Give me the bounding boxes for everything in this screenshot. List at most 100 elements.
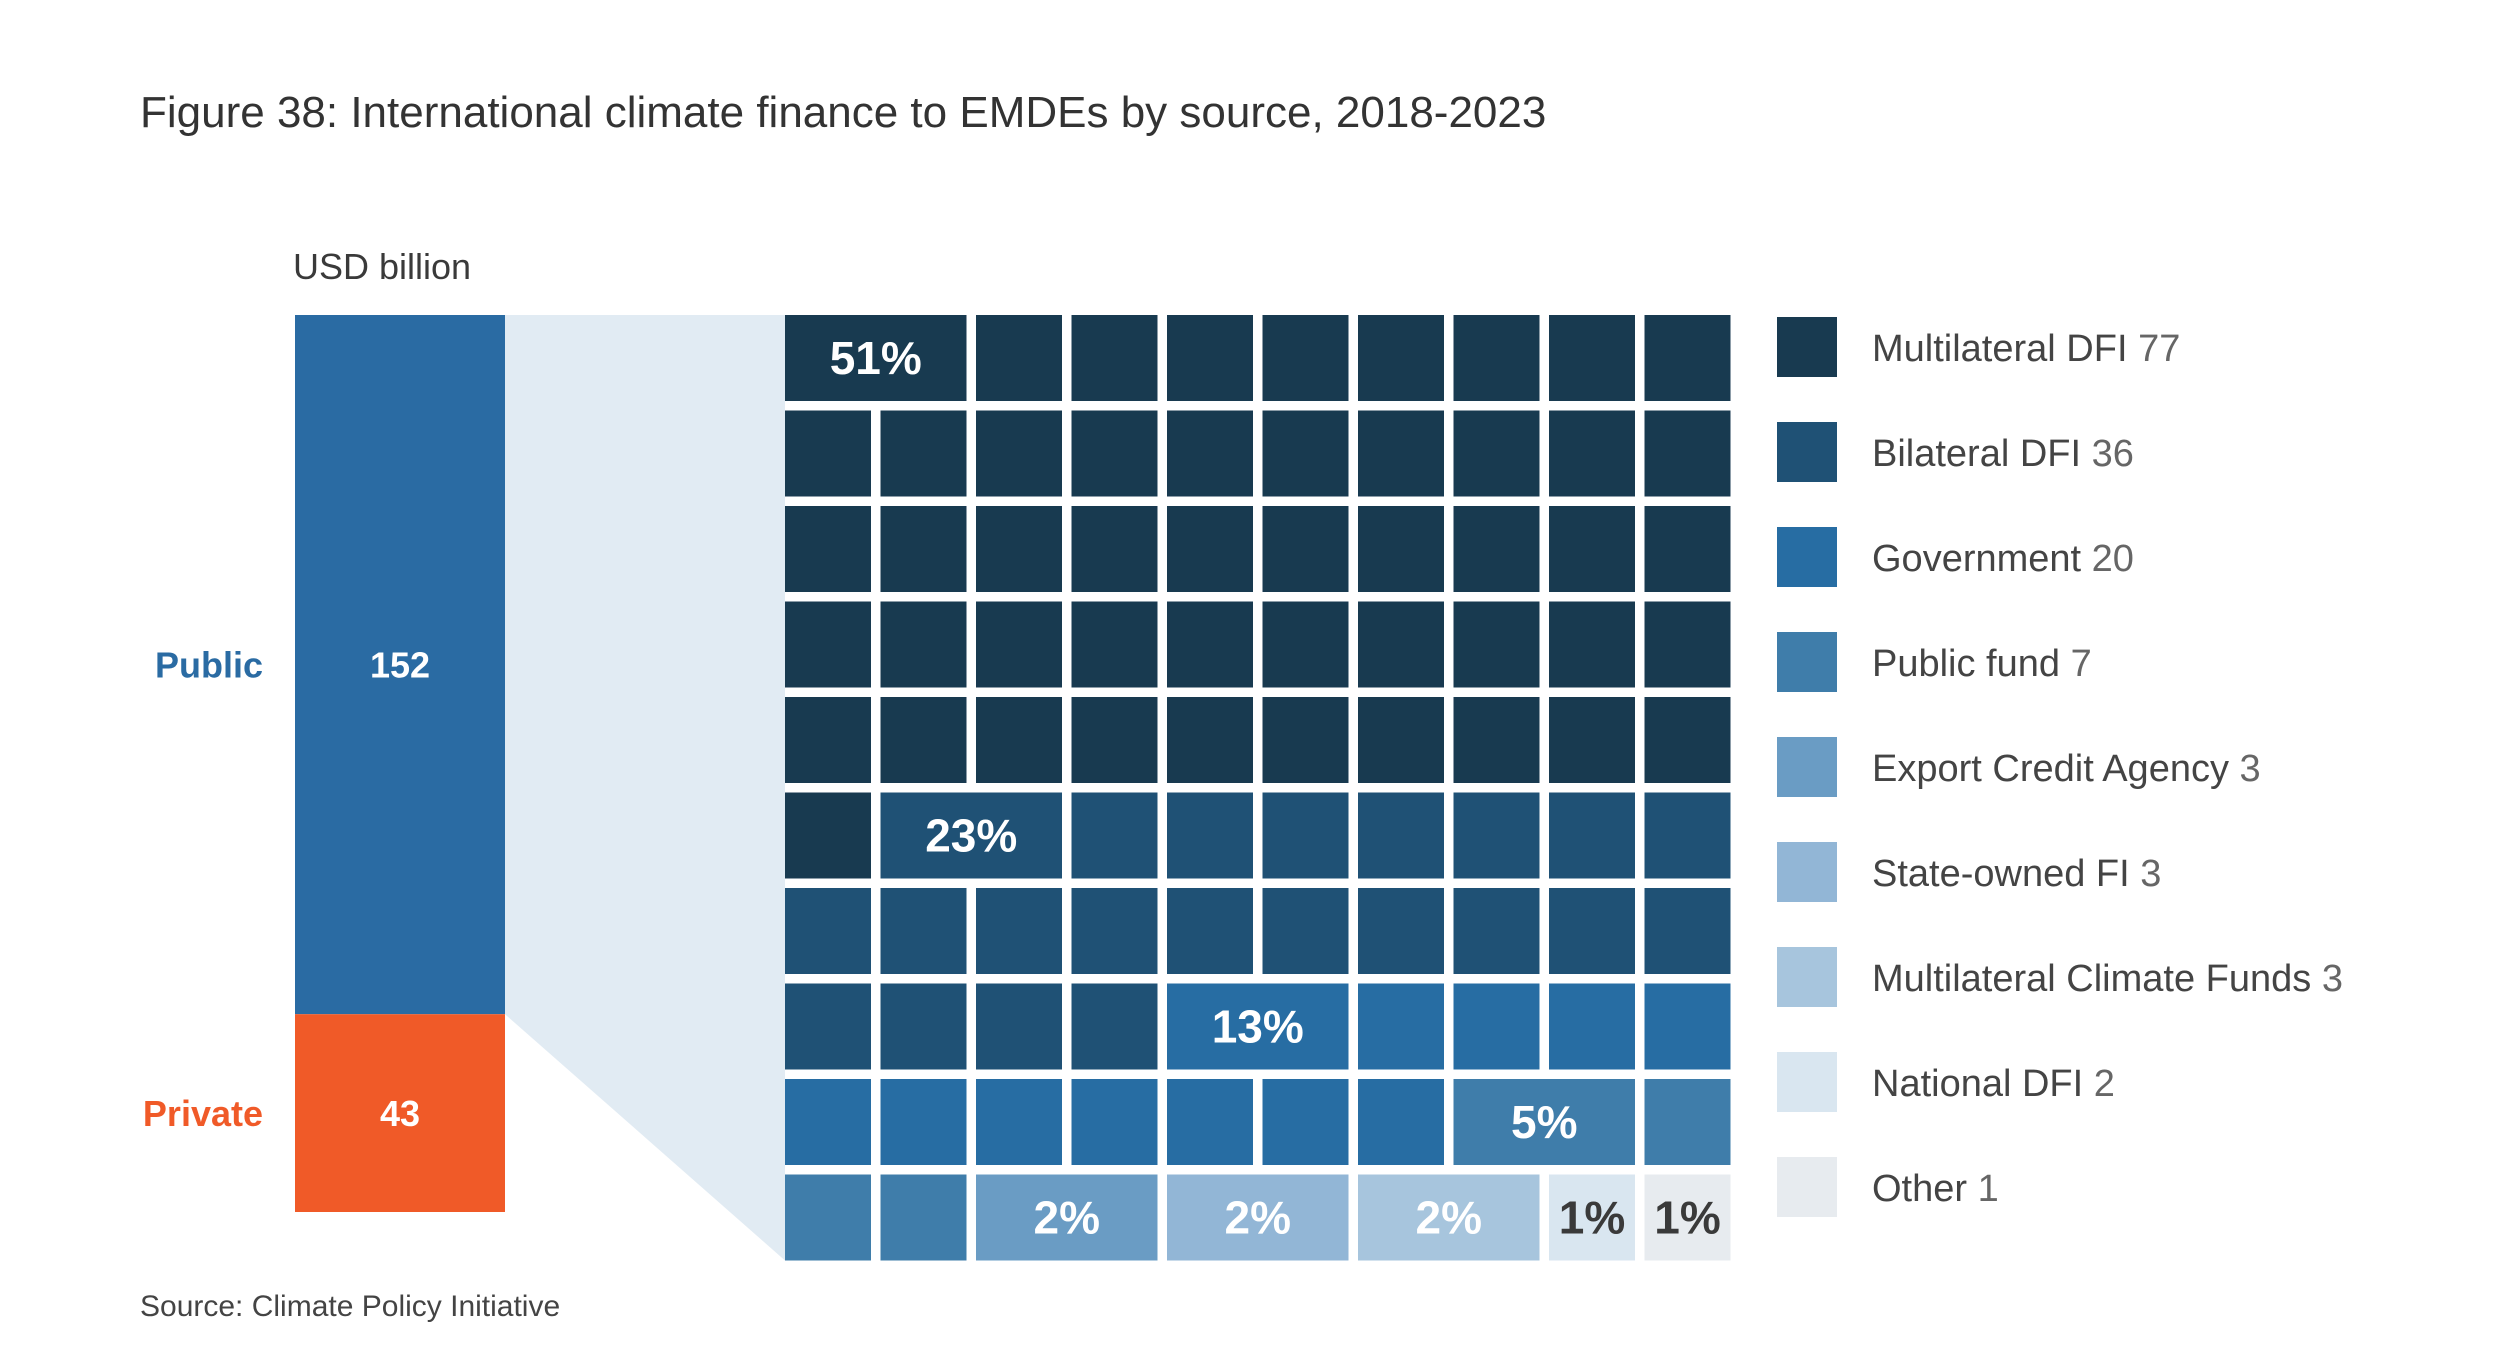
waffle-cell: [1549, 983, 1635, 1070]
waffle-cell: [976, 410, 1062, 497]
waffle-cell: [1167, 315, 1253, 401]
waffle-label-band: [880, 792, 1062, 879]
waffle-cell: [1071, 697, 1158, 783]
waffle-cell: [880, 1174, 967, 1261]
waffle-cell: [785, 506, 871, 592]
waffle-cell: [1262, 1079, 1349, 1165]
waffle-cell: [880, 410, 967, 497]
waffle-cell: [880, 506, 967, 592]
waffle-cell: [1453, 888, 1540, 974]
legend-swatch: [1777, 527, 1837, 587]
waffle-cell: [785, 601, 871, 688]
waffle-label-band: [976, 1174, 1158, 1261]
waffle-cell: [1071, 792, 1158, 879]
unit-label: USD billion: [293, 246, 472, 287]
waffle-cell: [1262, 792, 1349, 879]
legend-swatch: [1777, 422, 1837, 482]
waffle-cell: [1549, 506, 1635, 592]
waffle-cell: [1167, 792, 1253, 879]
waffle-cell: [1358, 315, 1444, 401]
waffle-cell: [1453, 410, 1540, 497]
waffle-cell: [1644, 888, 1731, 974]
waffle-cell: [1167, 506, 1253, 592]
waffle-cell: [785, 1079, 871, 1165]
waffle-cell: [976, 983, 1062, 1070]
waffle-cell: [1167, 888, 1253, 974]
waffle-cell: [1644, 506, 1731, 592]
waffle-cell: [1262, 315, 1349, 401]
legend-swatch: [1777, 947, 1837, 1007]
waffle-label-band: [1167, 983, 1349, 1070]
waffle-cell: [1453, 792, 1540, 879]
waffle-cell: [1262, 601, 1349, 688]
waffle-label-band: [785, 315, 967, 401]
waffle-pct-label: 13%: [1212, 1001, 1304, 1053]
waffle-cell: [1453, 315, 1540, 401]
legend-label: Government 20: [1872, 538, 2134, 580]
waffle-cell: [1644, 697, 1731, 783]
legend: Multilateral DFI 77 Bilateral DFI 36 Gover…: [1777, 317, 2343, 1217]
waffle-label-band: [1453, 1079, 1635, 1165]
waffle-pct-label: 2%: [1225, 1192, 1291, 1244]
waffle-cell: [1549, 697, 1635, 783]
waffle-label-band: [1167, 1174, 1349, 1261]
waffle-cell: [1358, 1079, 1444, 1165]
waffle-label-band: [1358, 1174, 1540, 1261]
waffle-cell: [1644, 1174, 1731, 1261]
bar-label-private: Private: [143, 1093, 263, 1134]
legend-swatch: [1777, 737, 1837, 797]
waffle-cell: [785, 410, 871, 497]
waffle-cell: [976, 697, 1062, 783]
waffle-cell: [1549, 315, 1635, 401]
waffle-cell: [1358, 506, 1444, 592]
waffle-cell: [880, 601, 967, 688]
legend-label: State-owned FI 3: [1872, 853, 2161, 895]
waffle-pct-label: 2%: [1034, 1192, 1100, 1244]
legend-label: Multilateral DFI 77: [1872, 328, 2180, 370]
legend-label: Export Credit Agency 3: [1872, 748, 2261, 790]
waffle-cell: [1262, 506, 1349, 592]
waffle-cell: [1453, 983, 1540, 1070]
waffle-cell: [1167, 410, 1253, 497]
waffle-cell: [1167, 601, 1253, 688]
waffle-cell: [1167, 697, 1253, 783]
waffle-cell: [1549, 410, 1635, 497]
connector-layer: [505, 315, 785, 1261]
waffle-cell: [1549, 888, 1635, 974]
waffle-cell: [1549, 792, 1635, 879]
waffle-pct-label: 51%: [830, 332, 922, 384]
legend-label: National DFI 2: [1872, 1063, 2115, 1105]
waffle-cell: [1453, 601, 1540, 688]
waffle-cell: [976, 315, 1062, 401]
waffle-pct-label: 1%: [1559, 1192, 1625, 1244]
waffle-cell: [785, 697, 871, 783]
waffle-cell: [1644, 792, 1731, 879]
waffle-pct-label: 5%: [1511, 1096, 1577, 1148]
legend-label: Public fund 7: [1872, 643, 2092, 685]
waffle-cell: [1644, 983, 1731, 1070]
waffle-pct-label: 2%: [1416, 1192, 1482, 1244]
waffle-cell: [1358, 888, 1444, 974]
waffle-cell: [785, 1174, 871, 1261]
legend-label: Other 1: [1872, 1168, 1999, 1210]
waffle-cell: [1071, 983, 1158, 1070]
waffle-cell: [1071, 1079, 1158, 1165]
bar-value-private: 43: [380, 1093, 420, 1134]
waffle-cell: [1071, 601, 1158, 688]
waffle-cell: [785, 983, 871, 1070]
waffle-cell: [1262, 888, 1349, 974]
waffle-cell: [880, 697, 967, 783]
connector-shape: [505, 315, 785, 1261]
waffle-cell: [785, 792, 871, 879]
waffle-cell: [1644, 1079, 1731, 1165]
waffle-cell: [976, 601, 1062, 688]
chart-title: Figure 38: International climate finance…: [140, 88, 1547, 137]
waffle-cell: [1644, 315, 1731, 401]
legend-swatch: [1777, 632, 1837, 692]
bar-segment-private: [295, 1014, 505, 1212]
waffle-cell: [976, 506, 1062, 592]
waffle-cell: [1358, 792, 1444, 879]
waffle-cell: [1071, 410, 1158, 497]
waffle-pct-label: 23%: [925, 810, 1017, 862]
